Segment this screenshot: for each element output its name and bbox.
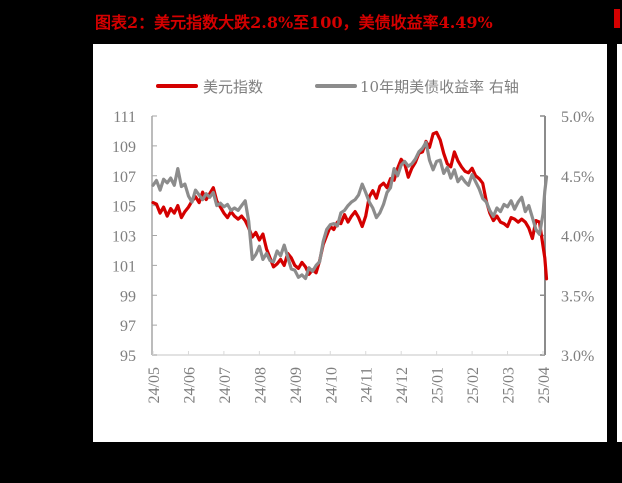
chart-legend: 美元指数 10年期美债收益率 右轴 — [156, 78, 519, 96]
left-tick-label: 101 — [112, 258, 136, 275]
x-tick-label: 25/01 — [430, 367, 447, 403]
legend-label-dollar-index: 美元指数 — [203, 78, 263, 96]
x-tick-label: 24/10 — [323, 367, 340, 403]
chart-panel — [93, 44, 607, 442]
right-tick-label: 4.5% — [561, 169, 594, 186]
adjacent-panel-edge — [617, 44, 622, 442]
left-tick-label: 103 — [112, 229, 136, 246]
x-tick-label: 24/11 — [359, 367, 376, 403]
x-tick-label: 25/02 — [465, 367, 482, 403]
left-tick-label: 99 — [120, 288, 136, 305]
x-tick-label: 24/07 — [217, 367, 234, 403]
chart-title: 图表2：美元指数大跌2.8%至100，美债收益率4.49% — [95, 13, 493, 32]
x-tick-label: 24/05 — [146, 367, 163, 403]
x-tick-label: 25/03 — [501, 367, 518, 403]
left-tick-label: 109 — [112, 139, 136, 156]
right-tick-label: 4.0% — [561, 229, 594, 246]
chart-series — [151, 130, 549, 281]
left-tick-label: 97 — [120, 318, 136, 335]
left-tick-label: 95 — [120, 348, 136, 365]
right-tick-label: 3.0% — [561, 348, 594, 365]
chart-axes: 95 97 99 101 103 105 107 109 111 3.0% 3.5% 4.0% 4.5%… — [112, 109, 594, 403]
treasury-yield-line — [151, 140, 549, 281]
x-tick-label: 24/09 — [288, 367, 305, 403]
left-tick-label: 105 — [112, 199, 136, 216]
right-tick-label: 3.5% — [561, 288, 594, 305]
title-tail-fragment: ▌ — [614, 9, 622, 28]
x-tick-label: 24/12 — [394, 367, 411, 403]
legend-label-treasury-yield: 10年期美债收益率 右轴 — [360, 78, 519, 96]
x-tick-label: 25/04 — [536, 367, 553, 403]
x-tick-label: 24/06 — [181, 367, 198, 403]
right-tick-label: 5.0% — [561, 109, 594, 126]
x-tick-label: 24/08 — [252, 367, 269, 403]
left-tick-label: 107 — [112, 169, 136, 186]
left-tick-label: 111 — [113, 109, 136, 126]
